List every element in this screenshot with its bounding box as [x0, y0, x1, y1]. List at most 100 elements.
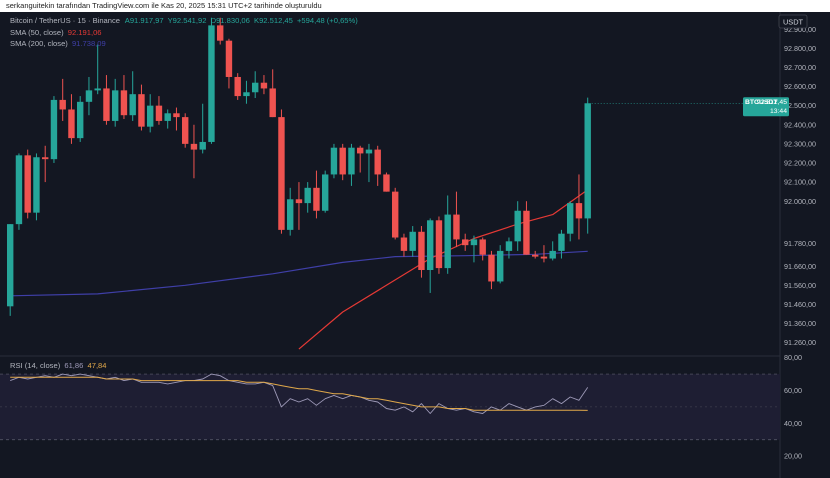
candle-body [514, 210, 521, 242]
candle-body [24, 155, 31, 213]
rsi-ma-line [10, 376, 588, 411]
candle-body [348, 147, 355, 175]
candle-body [252, 82, 259, 93]
price-tick-label: 92.900,00 [784, 25, 816, 34]
svg-text:RSI (14, close) 61,86: RSI (14, close) 61,86 47,84 [10, 361, 107, 370]
price-axis: 92.900,00 92.800,00 92.700,00 92.600,00 92.5… [784, 25, 816, 461]
candle-body [540, 256, 548, 259]
rsi-label: RSI (14, close) [10, 361, 61, 370]
candle-body [50, 99, 58, 160]
candle-body [567, 203, 574, 234]
price-tick-label: 92.600,00 [784, 82, 816, 91]
candle-body [278, 117, 285, 230]
candle-body [138, 94, 145, 127]
candle-body [7, 224, 14, 307]
ohlc-low-key: D [211, 16, 217, 25]
candle-body [532, 254, 539, 257]
candle-body [497, 250, 504, 282]
candle-body [444, 214, 451, 269]
currency-badge[interactable] [778, 14, 808, 29]
sma200-label: SMA (200, close) [10, 39, 68, 48]
candle-body [339, 147, 346, 175]
candle-body [33, 157, 40, 213]
price-tick-label: 91.660,00 [784, 262, 816, 271]
candle-body [15, 155, 23, 225]
sma200-value: 91.738,09 [72, 39, 106, 48]
candle-body [374, 149, 381, 175]
last-price-value: 92.512,45 [757, 99, 787, 106]
candle-body [260, 82, 268, 89]
candle-body [269, 88, 276, 118]
price-tick-label: 92.200,00 [784, 159, 816, 168]
sma200-line [10, 250, 588, 297]
candle-body [120, 90, 128, 116]
candle-body [304, 187, 311, 204]
ohlc-high-key: Y [168, 16, 173, 25]
candle-body [488, 254, 495, 282]
price-change: +594,48 (+0,65%) [297, 16, 358, 25]
rsi-tick-label: 60,00 [784, 386, 802, 395]
svg-text:SMA (50, close) 92.191,06: SMA (50, close) 92.191,06 [10, 28, 102, 37]
candle-body [243, 92, 250, 97]
currency-badge-label: USDT [783, 18, 804, 27]
candle-body [59, 99, 66, 110]
price-tick-label: 92.500,00 [784, 101, 816, 110]
candle-body [155, 105, 163, 121]
ohlc-high-value: 92.541,92 [173, 16, 207, 25]
price-tick-label: 92.800,00 [784, 44, 816, 53]
candle-body [147, 105, 154, 127]
last-price-symbol: BTCUSDT [745, 99, 778, 106]
candle-body [462, 239, 469, 246]
candle-body [505, 241, 513, 251]
candle-body [523, 210, 530, 255]
candle-body [85, 90, 93, 102]
price-tick-label: 91.460,00 [784, 300, 816, 309]
svg-text:Bitcoin / TetherUS · 15 · Bina: Bitcoin / TetherUS · 15 · Binance A91.91… [10, 16, 358, 25]
price-tick-label: 91.560,00 [784, 281, 816, 290]
price-tick-label: 92.100,00 [784, 178, 816, 187]
candle-body [42, 157, 49, 160]
price-tick-label: 92.300,00 [784, 139, 816, 148]
price-tick-label: 91.360,00 [784, 319, 816, 328]
candle-body [94, 88, 101, 91]
sma50-value: 92.191,06 [68, 28, 102, 37]
symbol-title: Bitcoin / TetherUS · 15 · Binance [10, 16, 120, 25]
rsi-tick-label: 80,00 [784, 353, 802, 362]
candle-body [287, 199, 294, 230]
price-tick-label: 91.780,00 [784, 239, 816, 248]
candle-body [400, 237, 408, 251]
candle-body [295, 199, 303, 204]
candle-body [383, 174, 390, 192]
chart-caption: serkanguitekin tarafından TradingView.co… [6, 1, 322, 10]
candle-body [234, 76, 241, 97]
candle-body [357, 147, 364, 154]
candle-body [112, 90, 119, 121]
candle-body [68, 109, 75, 139]
rsi-pane [0, 373, 780, 441]
price-tick-label: 92.400,00 [784, 120, 816, 129]
candle-body [77, 101, 84, 139]
candle-body [129, 94, 136, 116]
ohlc-low-value: 91.830,06 [216, 16, 250, 25]
sma50-label: SMA (50, close) [10, 28, 64, 37]
rsi-tick-label: 40,00 [784, 419, 802, 428]
candles [7, 17, 743, 316]
candle-body [217, 25, 224, 41]
price-tick-label: 92.000,00 [784, 197, 816, 206]
candle-body [173, 113, 180, 118]
bar-countdown: 13:44 [770, 108, 787, 115]
candle-body [225, 40, 233, 77]
ohlc-open-value: 91.917,97 [130, 16, 164, 25]
candle-body [549, 250, 556, 259]
rsi-ma-value: 47,84 [88, 361, 107, 370]
candle-body [584, 103, 591, 219]
candle-body [409, 231, 416, 251]
candle-body [199, 141, 206, 150]
candle-body [418, 231, 425, 270]
candle-body [322, 174, 329, 211]
candle-body [575, 203, 583, 219]
candle-body [427, 220, 434, 270]
candle-body [435, 220, 443, 269]
ohlc-close-value: 92.512,45 [259, 16, 293, 25]
